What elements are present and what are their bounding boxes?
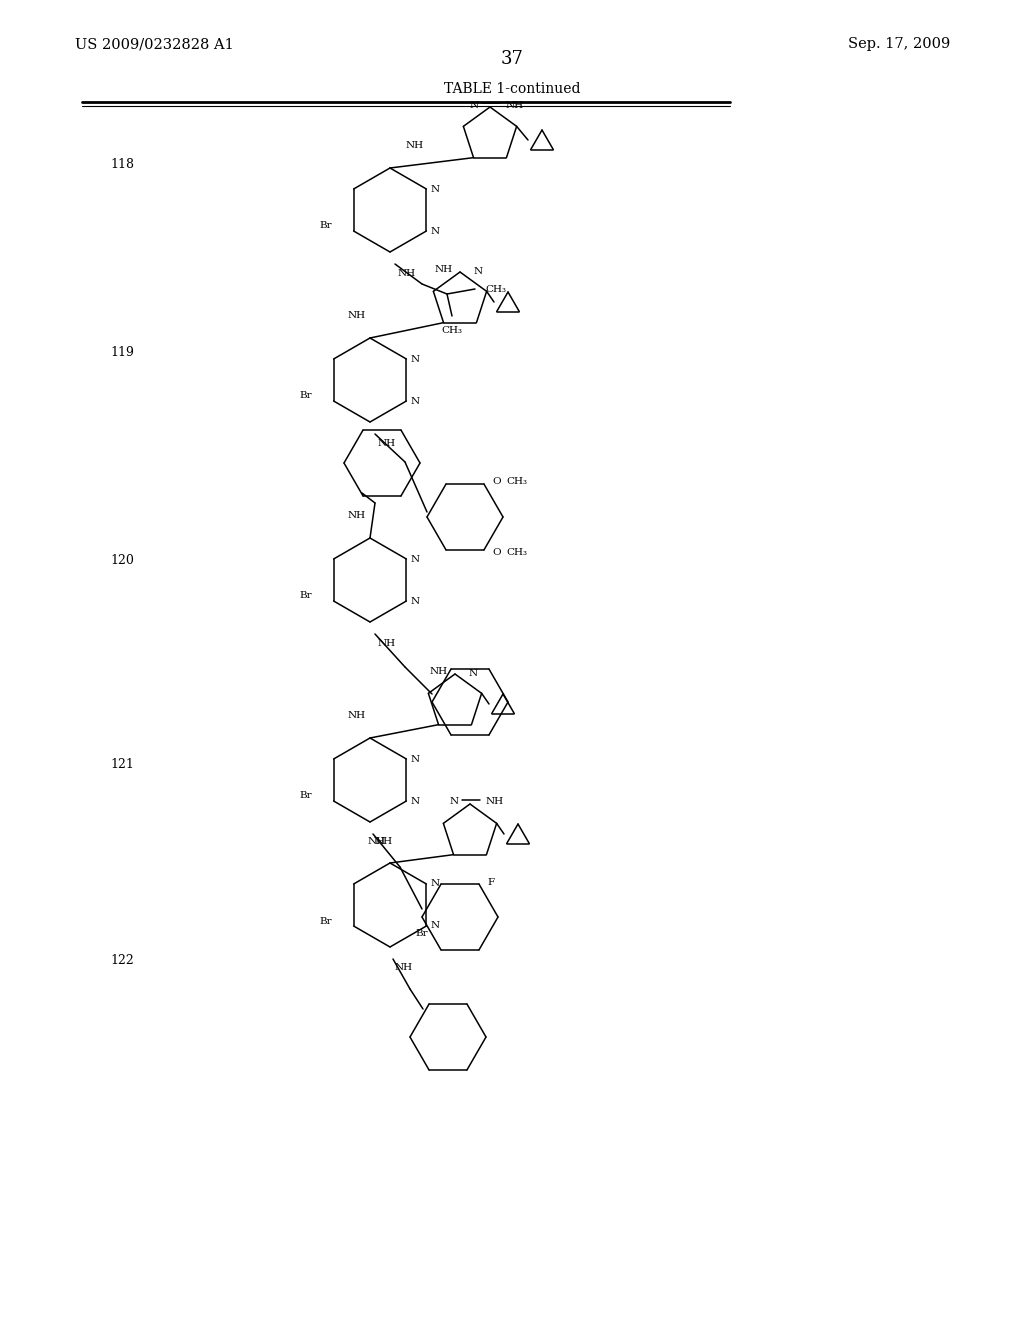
Text: Br: Br [319, 916, 332, 925]
Text: NH: NH [395, 962, 413, 972]
Text: Br: Br [299, 591, 311, 601]
Text: N: N [411, 796, 420, 805]
Text: N: N [411, 755, 420, 763]
Text: NH: NH [348, 711, 366, 721]
Text: N: N [469, 669, 478, 678]
Text: CH₃: CH₃ [506, 548, 527, 557]
Text: F: F [487, 878, 495, 887]
Text: CH₃: CH₃ [441, 326, 463, 335]
Text: NH: NH [378, 440, 396, 449]
Text: O: O [492, 548, 501, 557]
Text: TABLE 1-continued: TABLE 1-continued [443, 82, 581, 96]
Text: NH: NH [348, 312, 366, 321]
Text: N: N [430, 921, 439, 931]
Text: N: N [411, 554, 420, 564]
Text: N: N [411, 355, 420, 363]
Text: 120: 120 [110, 553, 134, 566]
Text: NH: NH [506, 100, 524, 110]
Text: 122: 122 [110, 953, 134, 966]
Text: N: N [469, 100, 478, 110]
Text: 118: 118 [110, 158, 134, 172]
Text: N: N [430, 227, 439, 235]
Text: Br: Br [299, 792, 311, 800]
Text: NH: NH [486, 797, 504, 807]
Text: NH: NH [378, 639, 396, 648]
Text: NH: NH [406, 141, 424, 150]
Text: N: N [430, 879, 439, 888]
Text: O: O [492, 477, 501, 486]
Text: NH: NH [368, 837, 386, 846]
Text: NH: NH [430, 668, 449, 676]
Text: N: N [474, 268, 483, 276]
Text: Br: Br [299, 392, 311, 400]
Text: N: N [450, 797, 459, 807]
Text: N: N [411, 597, 420, 606]
Text: CH₃: CH₃ [485, 285, 506, 293]
Text: Br: Br [416, 929, 428, 939]
Text: Sep. 17, 2009: Sep. 17, 2009 [848, 37, 950, 51]
Text: CH₃: CH₃ [506, 477, 527, 486]
Text: US 2009/0232828 A1: US 2009/0232828 A1 [75, 37, 233, 51]
Text: N: N [411, 396, 420, 405]
Text: 119: 119 [110, 346, 134, 359]
Text: 37: 37 [501, 50, 523, 69]
Text: Br: Br [319, 222, 332, 231]
Text: NH: NH [348, 511, 366, 520]
Text: NH: NH [398, 269, 416, 279]
Text: 121: 121 [110, 759, 134, 771]
Text: N: N [430, 185, 439, 194]
Text: NH: NH [435, 265, 453, 275]
Text: NH: NH [375, 837, 393, 846]
